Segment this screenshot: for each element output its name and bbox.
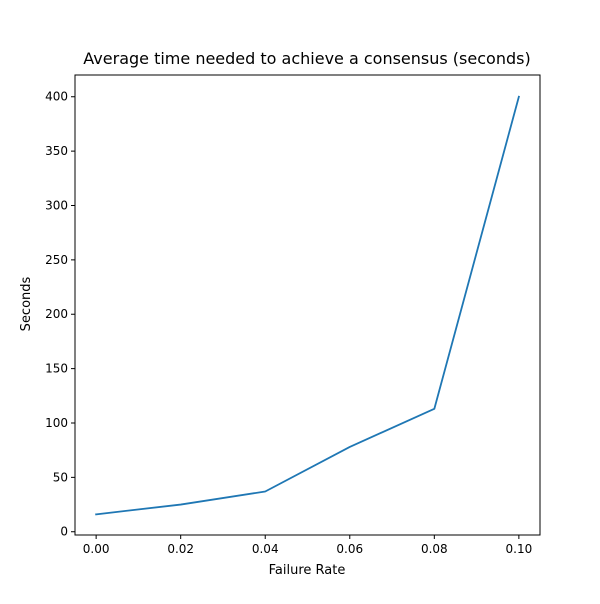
axes-frame: [75, 75, 540, 535]
y-axis-label: Seconds: [19, 276, 34, 331]
y-tick-label: 50: [53, 470, 68, 484]
plot-area: 0.00 0.02 0.04 0.06 0.08 0.10 0 50 100 150 200 250 3…: [45, 75, 540, 556]
x-tick-label: 0.10: [506, 542, 533, 556]
y-tick-label: 400: [45, 90, 68, 104]
series-line: [96, 97, 519, 515]
x-tick-label: 0.06: [336, 542, 363, 556]
x-axis-label: Failure Rate: [269, 563, 346, 578]
y-tick-label: 150: [45, 362, 68, 376]
y-tick-label: 0: [60, 525, 68, 539]
y-tick-label: 200: [45, 307, 68, 321]
y-tick-label: 350: [45, 144, 68, 158]
x-tick-label: 0.04: [252, 542, 279, 556]
x-tick-label: 0.08: [421, 542, 448, 556]
y-tick-label: 100: [45, 416, 68, 430]
x-tick-label: 0.02: [167, 542, 194, 556]
x-tick-label: 0.00: [83, 542, 110, 556]
chart-title: Average time needed to achieve a consens…: [83, 49, 530, 68]
y-tick-label: 250: [45, 253, 68, 267]
y-tick-label: 300: [45, 198, 68, 212]
